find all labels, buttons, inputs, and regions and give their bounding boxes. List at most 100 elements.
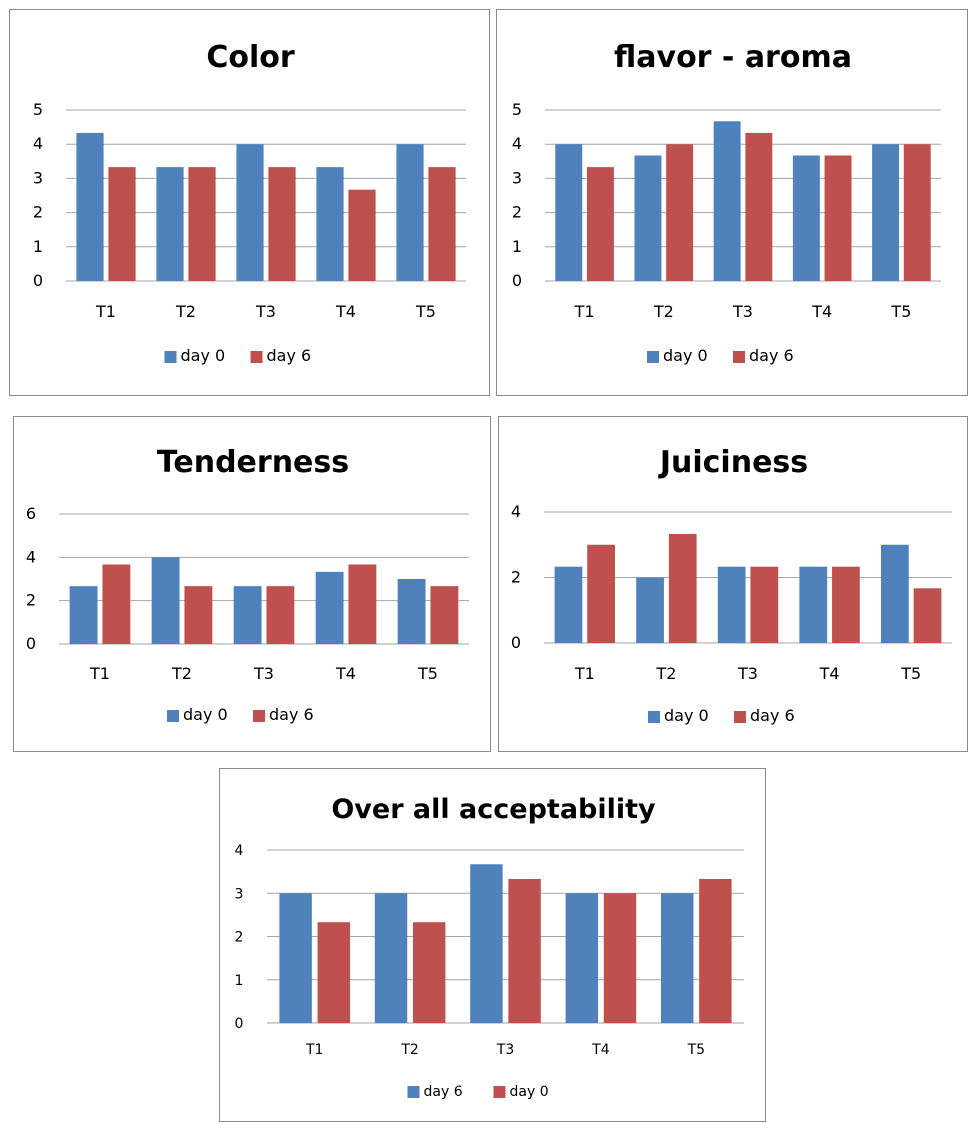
bar-t2-day-0: [634, 155, 662, 281]
legend-label: day 6: [749, 346, 794, 365]
x-tick-label: T2: [655, 664, 676, 683]
bar-t1-day-0: [317, 922, 350, 1023]
bar-t1-day-6: [587, 544, 615, 643]
y-tick-label: 4: [235, 843, 244, 859]
bar-t1-day-0: [76, 132, 104, 281]
chart-panel-color: Color 0 1 2 3 4 5 T1 T2 T3 T4 T5 day 0 day 6: [9, 9, 490, 396]
bar-t5-day-6: [913, 588, 942, 643]
chart-panel-juiciness: Juiciness 0 2 4 T1 T2 T3 T4 T5 day 0 day 6: [498, 416, 968, 752]
chart-flavor-aroma: flavor - aroma 0 1 2 3 4 5 T1 T2 T3 T4 T5 day 0 day 6: [512, 40, 941, 365]
bar-t4-day-6: [824, 155, 852, 281]
chart-title: flavor - aroma: [614, 40, 852, 75]
bar-t3-day-0: [713, 121, 741, 281]
y-tick-label: 0: [512, 271, 522, 290]
bar-t1-day-6: [279, 893, 312, 1023]
y-tick-label: 1: [33, 237, 43, 256]
x-tick-label: T5: [417, 664, 438, 683]
legend-label: day 0: [181, 346, 226, 365]
x-tick-label: T3: [737, 664, 758, 683]
chart-panel-flavor-aroma: flavor - aroma 0 1 2 3 4 5 T1 T2 T3 T4 T5 day 0 day 6: [496, 9, 968, 396]
y-tick-label: 0: [235, 1016, 244, 1032]
legend-swatch: [407, 1086, 420, 1098]
bar-t5-day-6: [661, 893, 694, 1023]
chart-title: Tenderness: [157, 445, 349, 480]
legend-swatch: [493, 1086, 506, 1098]
x-tick-label: T1: [89, 664, 110, 683]
bar-t3-day-6: [750, 566, 779, 643]
chart-panel-over-all-acceptability: Over all acceptability 0 1 2 3 4 T1 T2 T3 T4 T5 day…: [219, 768, 766, 1122]
bar-t4-day-0: [792, 155, 820, 281]
bar-t4-day-6: [348, 189, 376, 281]
legend-swatch: [647, 351, 659, 363]
x-tick-label: T4: [335, 664, 356, 683]
x-tick-label: T5: [900, 664, 921, 683]
y-tick-label: 2: [512, 203, 522, 222]
bar-t3-day-6: [268, 167, 296, 281]
y-tick-label: 5: [33, 100, 43, 119]
bar-t5-day-6: [903, 144, 931, 281]
legend-label: day 0: [183, 705, 228, 724]
chart-title: Juiciness: [658, 445, 808, 480]
legend-label: day 6: [267, 346, 312, 365]
x-tick-label: T5: [415, 302, 436, 321]
x-tick-label: T5: [890, 302, 911, 321]
chart-color: Color 0 1 2 3 4 5 T1 T2 T3 T4 T5 day 0 day 6: [33, 40, 466, 365]
bar-t2-day-6: [374, 893, 408, 1023]
chart-tenderness: Tenderness 0 2 4 6 T1 T2 T3 T4 T5 day 0 day 6: [26, 445, 469, 724]
y-tick-label: 4: [26, 547, 36, 566]
bar-t5-day-0: [881, 544, 909, 643]
legend-swatch: [167, 710, 179, 722]
x-tick-label: T4: [335, 302, 356, 321]
x-tick-label: T1: [95, 302, 116, 321]
legend-label: day 6: [269, 705, 314, 724]
legend-swatch: [253, 710, 265, 722]
x-tick-label: T3: [496, 1042, 514, 1058]
bar-t2-day-0: [151, 557, 180, 644]
bar-t5-day-6: [430, 586, 459, 644]
x-tick-label: T2: [175, 302, 196, 321]
bar-t3-day-0: [508, 878, 541, 1023]
x-tick-label: T1: [574, 664, 595, 683]
legend-swatch: [734, 711, 746, 723]
legend-label: day 0: [510, 1084, 549, 1100]
x-tick-label: T2: [400, 1042, 418, 1058]
y-tick-label: 3: [33, 168, 43, 187]
bar-t3-day-0: [236, 144, 264, 281]
bar-t2-day-0: [156, 167, 184, 281]
bar-t2-day-6: [184, 586, 213, 644]
bar-t2-day-6: [666, 144, 694, 281]
chart-juiciness: Juiciness 0 2 4 T1 T2 T3 T4 T5 day 0 day 6: [511, 445, 952, 725]
bar-t5-day-6: [428, 167, 456, 281]
legend-swatch: [164, 351, 177, 363]
y-tick-label: 6: [26, 504, 36, 523]
y-tick-label: 0: [26, 634, 36, 653]
chart-over-all-acceptability: Over all acceptability 0 1 2 3 4 T1 T2 T3 T4 T5 day…: [235, 794, 744, 1100]
x-tick-label: T2: [171, 664, 192, 683]
legend-swatch: [250, 351, 263, 363]
bar-t1-day-6: [102, 564, 131, 644]
legend-label: day 0: [663, 346, 708, 365]
y-tick-label: 5: [512, 100, 522, 119]
bar-t5-day-0: [699, 878, 732, 1023]
legend-label: day 6: [424, 1084, 463, 1100]
x-tick-label: T3: [255, 302, 276, 321]
y-tick-label: 0: [33, 271, 43, 290]
bar-t1-day-0: [554, 566, 583, 643]
bar-t4-day-6: [348, 564, 377, 644]
x-tick-label: T4: [591, 1042, 610, 1058]
bar-t3-day-0: [233, 586, 262, 644]
bar-t5-day-0: [396, 144, 424, 281]
x-tick-label: T4: [811, 302, 832, 321]
bar-t4-day-0: [603, 893, 637, 1023]
y-tick-label: 1: [235, 973, 244, 989]
bar-t4-day-0: [316, 167, 344, 281]
bar-t3-day-0: [717, 566, 746, 643]
y-tick-label: 4: [512, 134, 522, 153]
legend-swatch: [733, 351, 745, 363]
bar-t1-day-6: [108, 167, 136, 281]
x-tick-label: T1: [305, 1042, 323, 1058]
y-tick-label: 2: [33, 203, 43, 222]
bar-t2-day-6: [668, 533, 697, 643]
legend-label: day 0: [664, 706, 709, 725]
y-tick-label: 4: [511, 502, 521, 521]
